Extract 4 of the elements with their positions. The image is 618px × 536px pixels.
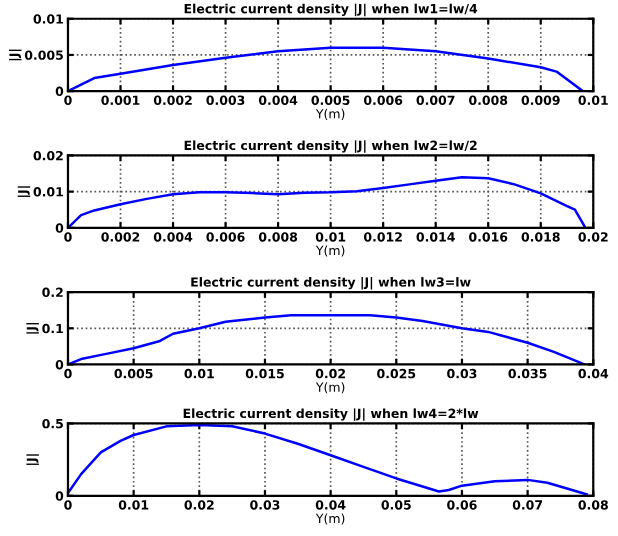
line-series [67,46,585,92]
line-series [67,314,586,365]
line-series [67,423,588,496]
line-series [67,175,587,228]
